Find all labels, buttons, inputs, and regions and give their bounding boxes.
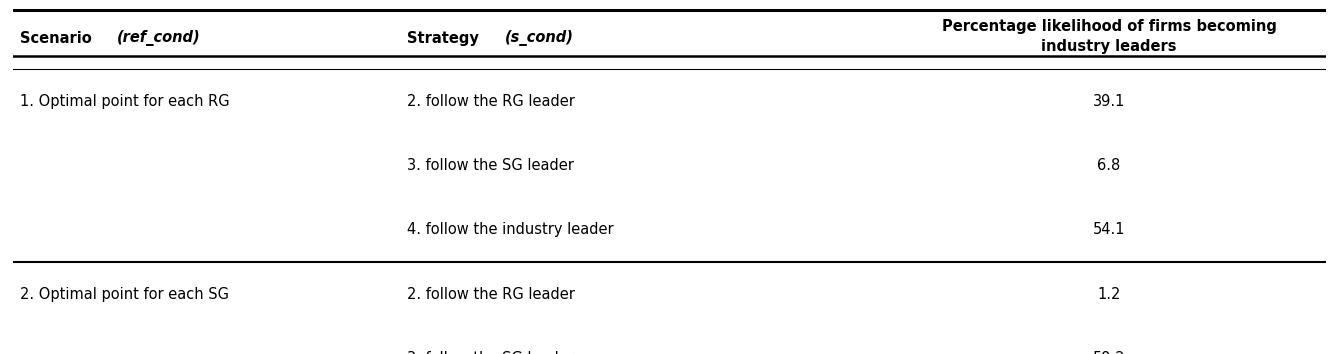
Text: industry leaders: industry leaders <box>1042 39 1177 55</box>
Text: 2. follow the RG leader: 2. follow the RG leader <box>407 287 574 302</box>
Text: 2. follow the RG leader: 2. follow the RG leader <box>407 94 574 109</box>
Text: (s_cond): (s_cond) <box>505 30 573 46</box>
Text: 59.2: 59.2 <box>1093 351 1125 354</box>
Text: 3. follow the SG leader: 3. follow the SG leader <box>407 158 574 173</box>
Text: Strategy: Strategy <box>407 31 485 46</box>
Text: 2. Optimal point for each SG: 2. Optimal point for each SG <box>20 287 229 302</box>
Text: 39.1: 39.1 <box>1093 94 1125 109</box>
Text: 6.8: 6.8 <box>1098 158 1121 173</box>
Text: 1.2: 1.2 <box>1098 287 1121 302</box>
Text: Scenario: Scenario <box>20 31 96 46</box>
Text: 4. follow the industry leader: 4. follow the industry leader <box>407 222 613 238</box>
Text: Percentage likelihood of firms becoming: Percentage likelihood of firms becoming <box>941 19 1276 34</box>
Text: 3. follow the SG leader: 3. follow the SG leader <box>407 351 574 354</box>
Text: 54.1: 54.1 <box>1093 222 1125 238</box>
Text: 1. Optimal point for each RG: 1. Optimal point for each RG <box>20 94 229 109</box>
Text: (ref_cond): (ref_cond) <box>116 30 201 46</box>
